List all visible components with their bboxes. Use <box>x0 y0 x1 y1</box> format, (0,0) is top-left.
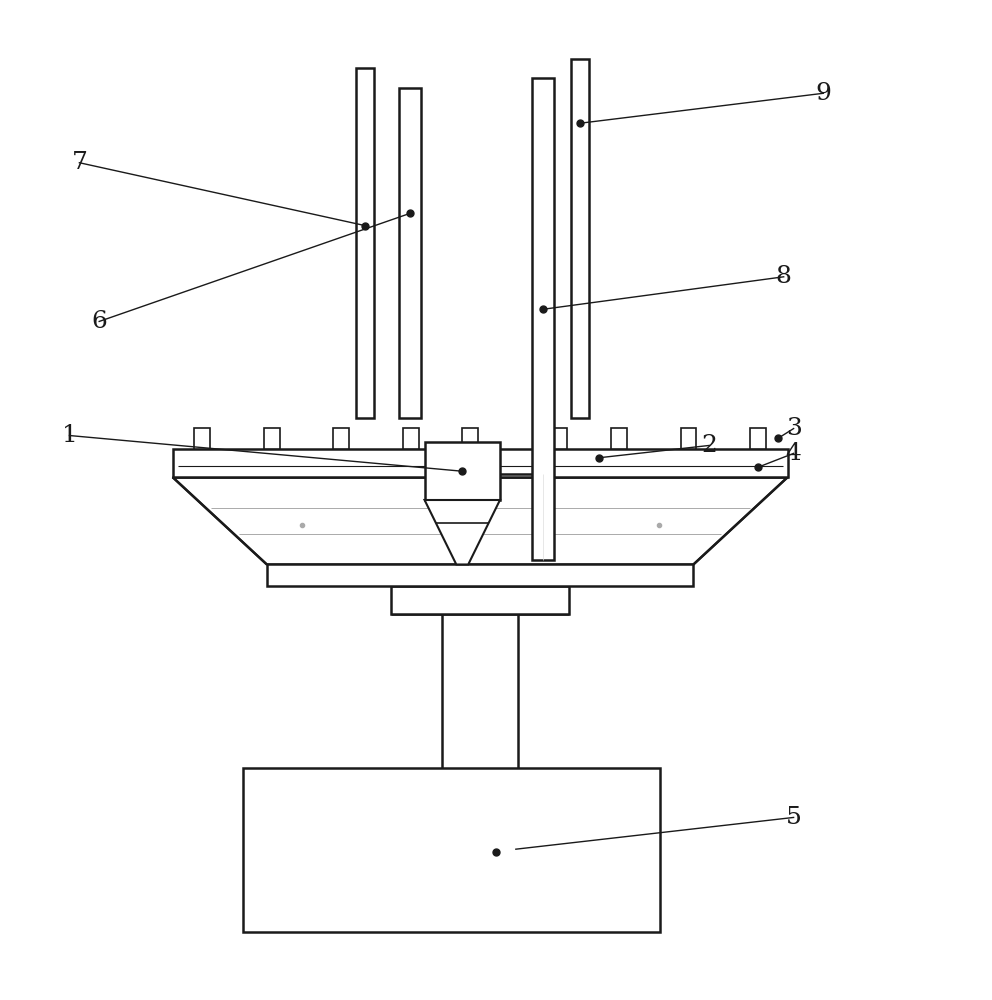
Bar <box>403 428 419 449</box>
Bar <box>173 449 788 477</box>
Text: 9: 9 <box>815 82 831 105</box>
Polygon shape <box>173 477 788 564</box>
Text: 3: 3 <box>786 417 802 440</box>
Text: 6: 6 <box>91 310 107 333</box>
Bar <box>333 428 349 449</box>
Bar <box>243 768 660 932</box>
Bar <box>194 428 210 449</box>
Polygon shape <box>425 500 500 564</box>
Text: 8: 8 <box>776 265 792 288</box>
Bar <box>264 428 280 449</box>
Bar <box>425 442 500 500</box>
Bar <box>462 428 478 449</box>
Bar <box>750 428 766 449</box>
Bar <box>391 586 569 614</box>
Text: 5: 5 <box>786 806 802 829</box>
Bar <box>356 68 374 418</box>
Bar <box>532 78 554 560</box>
Bar <box>552 428 567 449</box>
Text: 4: 4 <box>786 442 802 465</box>
Text: 1: 1 <box>62 424 77 447</box>
Text: 2: 2 <box>701 434 717 457</box>
Bar <box>571 59 589 418</box>
Bar <box>267 564 693 586</box>
Bar <box>611 428 627 449</box>
Bar <box>681 428 696 449</box>
Bar <box>399 88 421 418</box>
Text: 7: 7 <box>71 151 87 174</box>
